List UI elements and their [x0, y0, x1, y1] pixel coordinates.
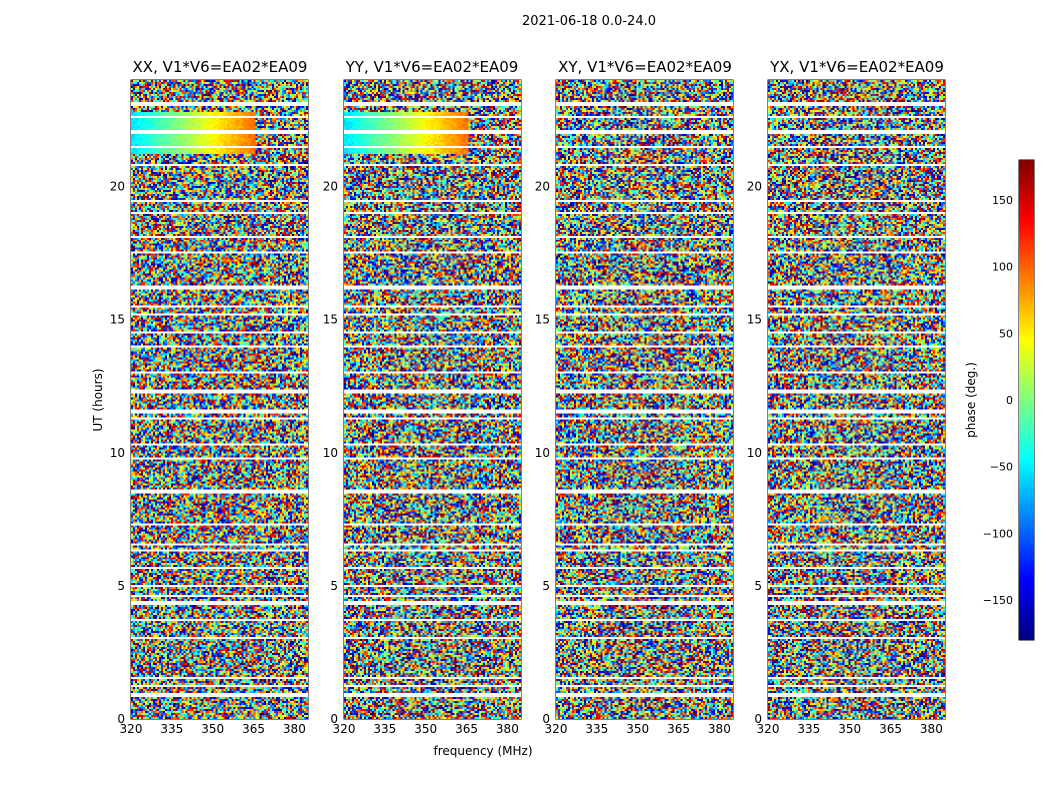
x-tick-label: 320 [120, 722, 143, 736]
x-tick-label: 320 [545, 722, 568, 736]
x-tick-label: 320 [333, 722, 356, 736]
y-tick-label: 0 [117, 712, 125, 726]
panel-title-xy: XY, V1*V6=EA02*EA09 [558, 58, 732, 76]
y-axis-label: UT (hours) [91, 368, 105, 431]
colorbar-gradient [1019, 160, 1034, 640]
colorbar-tick-label: −100 [983, 527, 1013, 540]
y-tick-label: 15 [323, 313, 338, 327]
phase-heatmap-yx [768, 80, 945, 719]
x-tick-label: 380 [708, 722, 731, 736]
x-tick-label: 380 [496, 722, 519, 736]
x-axis-label: frequency (MHz) [433, 744, 532, 758]
x-tick-label: 335 [160, 722, 183, 736]
x-tick-label: 335 [585, 722, 608, 736]
x-tick-label: 320 [757, 722, 780, 736]
y-tick-label: 15 [535, 313, 550, 327]
y-tick-label: 5 [542, 579, 550, 593]
x-tick-label: 350 [414, 722, 437, 736]
y-tick-label: 5 [330, 579, 338, 593]
y-tick-label: 10 [747, 446, 762, 460]
x-tick-label: 380 [920, 722, 943, 736]
y-tick-label: 0 [330, 712, 338, 726]
colorbar-label: phase (deg.) [964, 362, 978, 438]
panel-title-xx: XX, V1*V6=EA02*EA09 [132, 58, 308, 76]
x-tick-label: 365 [455, 722, 478, 736]
x-tick-label: 365 [879, 722, 902, 736]
x-tick-label: 350 [201, 722, 224, 736]
y-tick-label: 15 [110, 313, 125, 327]
y-tick-label: 0 [542, 712, 550, 726]
phase-heatmap-xy [556, 80, 733, 719]
x-tick-label: 380 [283, 722, 306, 736]
y-tick-label: 20 [110, 180, 125, 194]
colorbar-tick-label: −50 [990, 461, 1013, 474]
figure-suptitle: 2021-06-18 0.0-24.0 [522, 14, 656, 29]
panel-title-yy: YY, V1*V6=EA02*EA09 [345, 58, 519, 76]
y-tick-label: 20 [323, 180, 338, 194]
y-tick-label: 0 [754, 712, 762, 726]
x-tick-label: 350 [626, 722, 649, 736]
y-tick-label: 5 [754, 579, 762, 593]
y-tick-label: 15 [747, 313, 762, 327]
colorbar-tick-label: −150 [983, 594, 1013, 607]
y-tick-label: 20 [747, 180, 762, 194]
y-tick-label: 10 [323, 446, 338, 460]
y-tick-label: 20 [535, 180, 550, 194]
panel-title-yx: YX, V1*V6=EA02*EA09 [770, 58, 944, 76]
colorbar-tick-label: 100 [992, 261, 1013, 274]
phase-heatmap-yy [344, 80, 521, 719]
colorbar-tick-label: 50 [999, 327, 1013, 340]
y-tick-label: 10 [535, 446, 550, 460]
y-tick-label: 5 [117, 579, 125, 593]
x-tick-label: 350 [838, 722, 861, 736]
x-tick-label: 365 [242, 722, 265, 736]
phase-heatmap-xx [131, 80, 308, 719]
y-tick-label: 10 [110, 446, 125, 460]
colorbar-tick-label: 0 [1006, 394, 1013, 407]
x-tick-label: 335 [373, 722, 396, 736]
x-tick-label: 335 [797, 722, 820, 736]
colorbar-tick-label: 150 [992, 194, 1013, 207]
x-tick-label: 365 [667, 722, 690, 736]
